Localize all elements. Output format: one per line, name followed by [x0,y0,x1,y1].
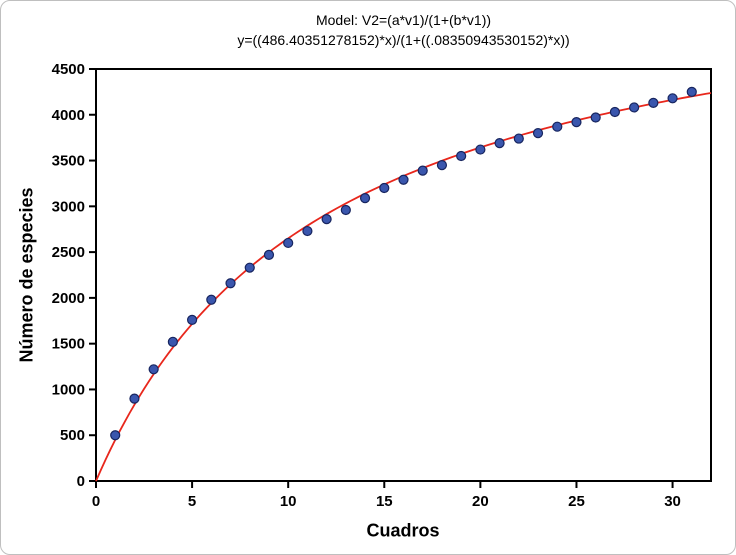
x-tick-label: 5 [188,493,196,510]
data-point [225,278,236,289]
data-point [283,237,294,249]
data-point [436,160,448,171]
data-point [186,314,198,325]
data-point [167,336,178,347]
data-point [321,214,332,225]
data-point [129,393,140,404]
x-tick-label: 30 [664,493,681,510]
y-tick-label: 3500 [52,153,85,170]
y-tick-label: 1000 [52,381,85,398]
data-point [552,121,563,132]
data-point [475,144,486,155]
data-point [648,97,659,108]
data-point [359,192,371,204]
y-tick-label: 2000 [52,290,85,307]
data-point [110,430,121,441]
data-point [379,182,390,194]
data-point [417,165,428,176]
data-point [148,364,159,375]
data-point [398,174,409,185]
data-point [532,127,544,139]
data-point [302,225,313,237]
y-tick-label: 4500 [52,61,85,78]
y-tick-label: 500 [60,427,85,444]
data-point [513,133,524,144]
data-point [609,106,621,118]
x-tick-label: 20 [472,493,489,510]
data-point [590,112,601,123]
data-point [494,138,505,149]
x-tick-label: 15 [376,493,393,510]
x-tick-label: 10 [280,493,297,510]
data-point [206,294,217,305]
y-tick-label: 4000 [52,107,85,124]
y-tick-label: 2500 [52,244,85,261]
data-point [667,93,678,104]
data-point [244,262,255,273]
data-point [456,150,467,162]
x-axis-label: Cuadros [366,520,440,541]
chart-equation-subtitle: y=((486.40351278152)*x)/(1+((.0835094353… [237,32,570,48]
y-tick-label: 3000 [52,198,85,215]
chart-title: Model: V2=(a*v1)/(1+(b*v1)) [315,12,492,28]
data-point [263,249,275,260]
y-tick-label: 1500 [52,336,85,353]
x-tick-label: 25 [568,493,585,510]
x-tick-label: 0 [92,493,100,510]
y-tick-label: 0 [77,473,85,490]
data-point [629,102,640,113]
data-point [340,204,351,216]
data-point [686,86,697,97]
data-point [571,117,582,128]
plot-box [95,68,712,482]
fit-curve [95,92,712,482]
